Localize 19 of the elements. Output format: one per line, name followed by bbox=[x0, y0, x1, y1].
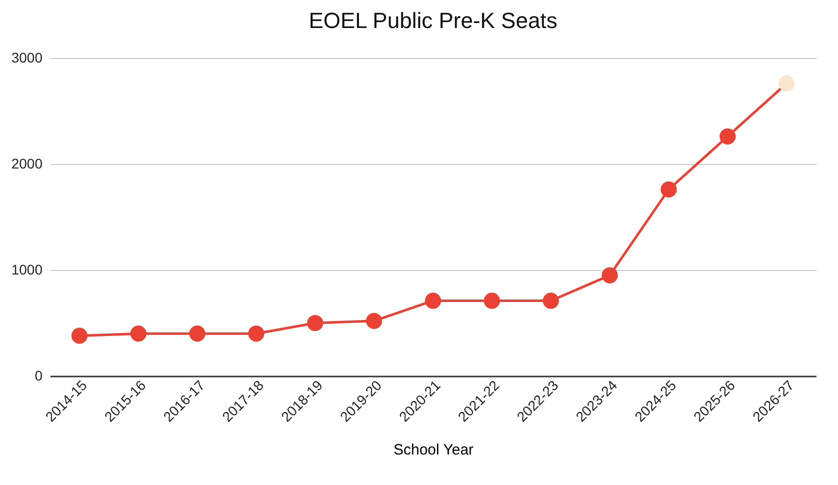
point bbox=[366, 312, 382, 329]
point bbox=[71, 328, 88, 344]
point bbox=[424, 292, 442, 309]
x-axis-title: School Year bbox=[393, 442, 474, 459]
point bbox=[130, 326, 146, 342]
chart-title: EOEL Public Pre-K Seats bbox=[308, 8, 558, 33]
y-tick-label: 1000 bbox=[11, 262, 43, 278]
point bbox=[307, 314, 324, 332]
point bbox=[602, 267, 618, 284]
y-tick-label: 0 bbox=[34, 368, 43, 384]
point bbox=[484, 292, 500, 309]
point bbox=[660, 181, 677, 198]
point bbox=[778, 75, 795, 92]
point bbox=[720, 128, 736, 144]
point bbox=[248, 326, 264, 342]
point bbox=[542, 292, 559, 309]
point bbox=[189, 326, 206, 342]
y-tick-label: 2000 bbox=[11, 156, 43, 172]
y-tick-label: 3000 bbox=[11, 50, 43, 66]
